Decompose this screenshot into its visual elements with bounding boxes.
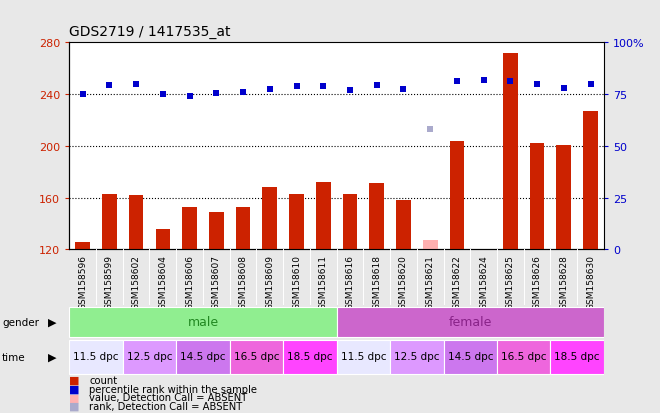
Text: 18.5 dpc: 18.5 dpc [287,351,333,361]
Text: GSM158626: GSM158626 [533,254,542,309]
Bar [444,340,497,374]
Text: GSM158606: GSM158606 [185,254,194,309]
Bar [289,195,304,250]
Text: GSM158609: GSM158609 [265,254,275,309]
Bar [182,207,197,250]
Bar [550,340,604,374]
Bar [583,112,598,250]
Bar [75,242,90,250]
Text: ▶: ▶ [48,352,56,362]
Bar [396,201,411,250]
Text: 11.5 dpc: 11.5 dpc [73,351,119,361]
Bar [556,145,571,250]
Text: GDS2719 / 1417535_at: GDS2719 / 1417535_at [69,25,231,39]
Text: GSM158622: GSM158622 [452,254,461,309]
Text: GSM158610: GSM158610 [292,254,301,309]
Text: ■: ■ [69,375,80,385]
Text: count: count [89,375,117,385]
Text: percentile rank within the sample: percentile rank within the sample [89,384,257,394]
Bar [69,307,337,337]
Text: 12.5 dpc: 12.5 dpc [127,351,172,361]
Bar [316,183,331,250]
Bar [370,184,384,250]
Text: GSM158616: GSM158616 [345,254,354,309]
Text: GSM158611: GSM158611 [319,254,328,309]
Text: GSM158620: GSM158620 [399,254,408,309]
Text: rank, Detection Call = ABSENT: rank, Detection Call = ABSENT [89,401,242,411]
Bar [423,241,438,250]
Text: 16.5 dpc: 16.5 dpc [234,351,279,361]
Bar [283,340,337,374]
Bar [236,207,250,250]
Bar [449,141,464,250]
Text: time: time [2,352,26,362]
Bar [343,195,357,250]
Bar [69,340,123,374]
Text: ■: ■ [69,392,80,402]
Text: GSM158625: GSM158625 [506,254,515,309]
Text: GSM158607: GSM158607 [212,254,221,309]
Bar [123,340,176,374]
Text: GSM158608: GSM158608 [238,254,248,309]
Text: ■: ■ [69,401,80,411]
Text: female: female [449,315,492,328]
Text: male: male [187,315,218,328]
Text: GSM158604: GSM158604 [158,254,168,309]
Bar [263,188,277,250]
Text: GSM158618: GSM158618 [372,254,381,309]
Bar [337,307,604,337]
Text: GSM158602: GSM158602 [131,254,141,309]
Bar [390,340,444,374]
Text: GSM158596: GSM158596 [78,254,87,309]
Text: gender: gender [2,317,39,327]
Bar [156,229,170,250]
Text: GSM158628: GSM158628 [559,254,568,309]
Text: 11.5 dpc: 11.5 dpc [341,351,386,361]
Text: 18.5 dpc: 18.5 dpc [554,351,600,361]
Text: 16.5 dpc: 16.5 dpc [501,351,546,361]
Bar [176,340,230,374]
Text: ■: ■ [69,384,80,394]
Text: GSM158621: GSM158621 [426,254,435,309]
Text: ▶: ▶ [48,317,56,327]
Bar [503,54,517,250]
Text: 12.5 dpc: 12.5 dpc [394,351,440,361]
Text: GSM158599: GSM158599 [105,254,114,309]
Text: 14.5 dpc: 14.5 dpc [447,351,493,361]
Bar [230,340,283,374]
Bar [129,196,143,250]
Text: GSM158630: GSM158630 [586,254,595,309]
Bar [209,212,224,250]
Bar [337,340,390,374]
Text: GSM158624: GSM158624 [479,254,488,309]
Text: value, Detection Call = ABSENT: value, Detection Call = ABSENT [89,392,248,402]
Bar [497,340,550,374]
Bar [102,195,117,250]
Text: 14.5 dpc: 14.5 dpc [180,351,226,361]
Bar [530,144,544,250]
